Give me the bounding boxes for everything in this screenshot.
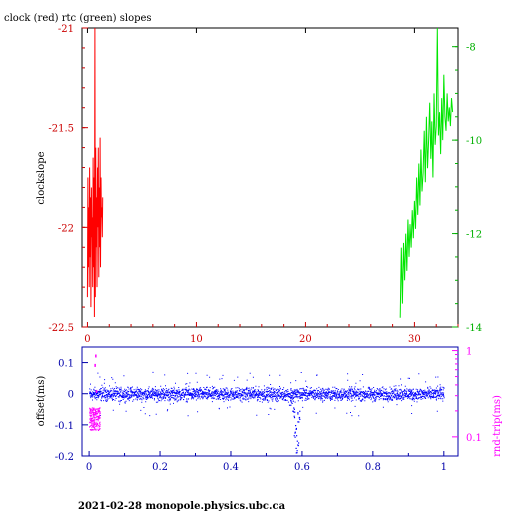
- slopes-plot-frame: [81, 27, 459, 328]
- offset-dip-point: [295, 452, 297, 454]
- offset-dip-point: [299, 418, 301, 420]
- offset-dip-point: [299, 410, 301, 412]
- offset-dip-point: [293, 407, 295, 409]
- offset-dip-point: [296, 440, 298, 442]
- slopes-y-axis-right: -8 -10 -12 -14: [452, 43, 482, 334]
- offset-dip-point: [298, 421, 300, 423]
- offset-dip-point: [295, 447, 297, 449]
- offset-dip-point: [294, 411, 296, 413]
- offset-dip-point: [297, 444, 299, 446]
- offset-dip-point: [297, 413, 299, 415]
- slopes-series: [86, 27, 454, 318]
- y-tick-label: -0.2: [55, 452, 74, 463]
- y-tick-label: -22: [58, 223, 74, 234]
- y-tick-label: 0: [68, 390, 74, 401]
- offset-dip-point: [290, 397, 292, 399]
- offset-y-axis-left: 0.1 0 -0.1 -0.2: [55, 359, 88, 463]
- y-tick-label: -22.5: [48, 323, 74, 334]
- offset-dip-point: [294, 432, 296, 434]
- offset-dip-point: [292, 410, 294, 412]
- y-tick-label: -21: [58, 24, 74, 35]
- offset-dip-point: [298, 416, 301, 419]
- y-tick-label: -0.1: [55, 421, 74, 432]
- footer-text: 2021-02-28 monopole.physics.ubc.ca: [78, 501, 286, 512]
- y-tick-label: -21.5: [48, 124, 74, 135]
- rnd-trip-outlier: [95, 354, 97, 358]
- y-right-tick-label: -14: [466, 323, 482, 334]
- rnd-trip-y-axis-right: 10.1: [452, 347, 482, 444]
- offset-dip-point: [290, 401, 292, 403]
- rnd-trip-outlier: [94, 363, 96, 367]
- y-right-tick-label: 0.1: [466, 433, 482, 444]
- offset-dip-point: [293, 411, 295, 413]
- offset-points: [89, 385, 445, 404]
- offset-dip-point: [290, 404, 292, 406]
- x-tick-label: 0: [86, 462, 92, 473]
- offset-plot-frame: [81, 346, 459, 457]
- rnd-trip-ylabel: rnd-trip(ms): [492, 395, 503, 457]
- offset-dip-point: [297, 412, 299, 414]
- y-right-tick-label: -12: [466, 230, 482, 241]
- offset-dip-point: [297, 421, 299, 423]
- offset-dip-point: [296, 452, 298, 454]
- slopes-ylabel: clockslope: [36, 151, 47, 204]
- offset-ylabel: offset(ms): [36, 376, 47, 427]
- offset-dip-point: [293, 417, 296, 419]
- offset-dip-point: [293, 435, 295, 437]
- offset-dip-point: [296, 435, 298, 437]
- offset-dip-point: [290, 400, 292, 402]
- offset-dip-point: [293, 415, 295, 417]
- offset-dip-point: [295, 427, 297, 430]
- rnd-trip-outlier: [95, 389, 98, 393]
- offset-dip-point: [294, 431, 296, 433]
- x-tick-label: 10: [190, 334, 203, 345]
- x-tick-label: 20: [299, 334, 312, 345]
- x-tick-label: 0: [84, 334, 90, 345]
- x-tick-label: 0.2: [152, 462, 168, 473]
- offset-dip-point: [295, 425, 297, 427]
- slopes-x-axis: 0 10 20 30: [84, 28, 459, 345]
- offset-dip-point: [295, 428, 297, 430]
- y-right-tick-label: 1: [466, 347, 472, 358]
- offset-dip-point: [290, 398, 292, 400]
- offset-x-axis: 0 0.2 0.4 0.6 0.8 1: [86, 451, 447, 473]
- offset-dip-point: [293, 408, 295, 410]
- offset-panel: offset(ms) rnd-trip(ms) 0 0.2 0.4 0.6 0.8 1 0…: [36, 346, 503, 473]
- x-tick-label: 0.6: [294, 462, 310, 473]
- x-tick-label: 30: [408, 334, 421, 345]
- slopes-panel: clockslope 0 10 20 30 -21 -21.5 -22 -22.5 -8 -1…: [36, 24, 482, 345]
- rnd-trip-points: [89, 407, 101, 431]
- offset-dip-point: [296, 450, 298, 452]
- series-line: [399, 27, 454, 318]
- y-right-tick-label: -10: [466, 136, 482, 147]
- y-right-tick-label: -8: [466, 43, 476, 54]
- offset-dip-point: [292, 397, 294, 400]
- offset-series: [89, 354, 445, 454]
- y-tick-label: 0.1: [58, 359, 74, 370]
- offset-dip-point: [294, 436, 296, 438]
- offset-dip-point: [298, 442, 300, 444]
- x-tick-label: 1: [441, 462, 447, 473]
- series-line: [86, 27, 104, 318]
- x-tick-label: 0.4: [223, 462, 239, 473]
- offset-dip-point: [291, 402, 293, 404]
- slopes-y-axis-left: -21 -21.5 -22 -22.5: [48, 24, 88, 334]
- x-tick-label: 0.8: [365, 462, 381, 473]
- chart-title: clock (red) rtc (green) slopes: [4, 13, 152, 24]
- offset-dip-point: [292, 400, 294, 402]
